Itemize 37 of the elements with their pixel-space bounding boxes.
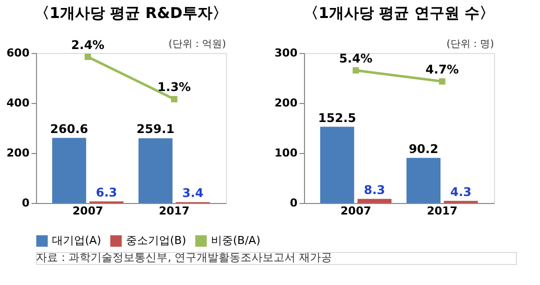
data-label: 3.4 <box>182 186 204 200</box>
y-tick-label: 100 <box>274 146 298 160</box>
y-tick-label: 600 <box>6 46 30 60</box>
data-label: 152.5 <box>318 110 356 125</box>
x-tick-label: 2017 <box>426 204 458 218</box>
data-label: 4.7% <box>426 62 459 76</box>
x-tick-label: 2007 <box>72 204 104 218</box>
data-label: 4.3 <box>450 184 472 199</box>
bar <box>138 138 173 203</box>
legend-label: 비중(B/A) <box>211 234 260 247</box>
legend-label: 대기업(A) <box>52 234 102 247</box>
bar <box>357 198 392 203</box>
x-tick-label: 2007 <box>340 204 372 218</box>
y-tick-label: 300 <box>274 46 298 60</box>
data-label: 90.2 <box>408 142 438 156</box>
data-label: 6.3 <box>96 185 118 200</box>
text: (단위 : 명) <box>446 39 494 50</box>
y-tick-label: 0 <box>22 196 30 210</box>
data-label: 1.3% <box>158 80 191 94</box>
x-tick-label: 2017 <box>158 204 190 218</box>
chart-title: 〈1개사당 평균 연구원 수〉 <box>303 4 495 22</box>
y-tick-label: 0 <box>290 196 298 210</box>
bar <box>406 158 441 203</box>
data-label: 259.1 <box>136 122 174 136</box>
text: 자료 : 과학기술정보통신부, 연구개발활동조사보고서 재가공 <box>36 251 332 264</box>
data-label: 8.3 <box>364 182 386 197</box>
y-tick-label: 200 <box>274 96 298 110</box>
data-label: 260.6 <box>50 122 88 136</box>
legend-label: 중소기업(B) <box>126 234 186 247</box>
data-label: 5.4% <box>339 51 372 66</box>
chart-title: 〈1개사당 평균 R&D투자〉 <box>34 4 228 22</box>
y-tick-label: 400 <box>6 96 30 110</box>
text: (단위 : 억원) <box>168 39 226 50</box>
bar <box>320 126 354 203</box>
data-label: 2.4% <box>71 38 104 52</box>
y-tick-label: 200 <box>6 146 30 160</box>
bar <box>52 138 86 203</box>
